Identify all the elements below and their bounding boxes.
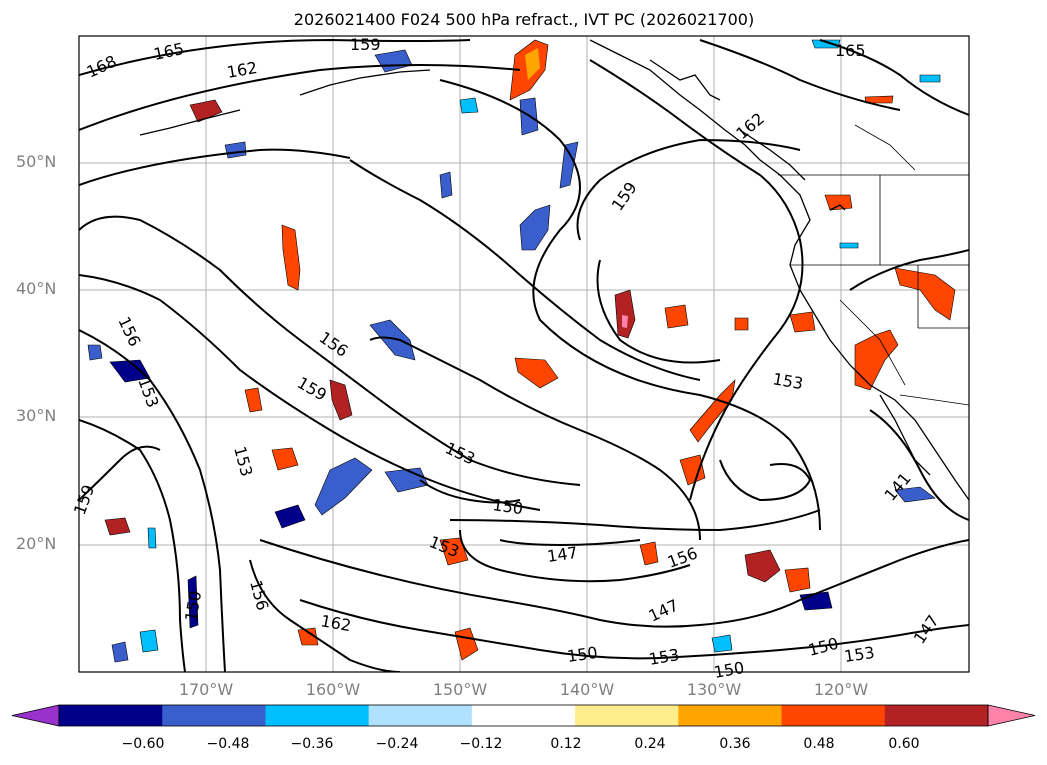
contour-label: 165 <box>835 41 866 60</box>
colorbar-segment <box>265 705 370 726</box>
colorbar-tick-label: −0.12 <box>459 736 503 752</box>
lat-label: 30°N <box>16 406 57 425</box>
contour-label: 156 <box>114 314 144 350</box>
map-title: 2026021400 F024 500 hPa refract., IVT PC… <box>293 10 755 29</box>
lon-label: 160°W <box>305 680 361 699</box>
contour-label: 156 <box>665 543 700 571</box>
contour-label: 147 <box>546 543 579 566</box>
lon-label: 130°W <box>686 680 742 699</box>
colorbar-tick-label: 0.24 <box>634 736 666 752</box>
contour-label: 159 <box>350 35 381 54</box>
contour-label: 162 <box>732 109 768 143</box>
lat-label: 50°N <box>16 152 57 171</box>
lon-label: 140°W <box>559 680 615 699</box>
refractivity-contours <box>79 38 969 672</box>
contour-label: 150 <box>712 658 745 682</box>
colorbar-segment <box>471 705 576 726</box>
contour-label: 159 <box>294 373 330 405</box>
colorbar-segment <box>59 705 163 726</box>
contour-label: 153 <box>771 369 804 393</box>
contour-label: 159 <box>608 178 641 214</box>
contour-label: 165 <box>152 39 186 64</box>
colorbar-tick-label: −0.48 <box>206 736 250 752</box>
lon-label: 170°W <box>178 680 234 699</box>
colorbar-segment <box>678 705 783 726</box>
contour-label: 162 <box>319 611 352 635</box>
lat-label: 20°N <box>16 534 57 553</box>
colorbar-tick-label: 0.48 <box>803 736 835 752</box>
contour-label: 147 <box>910 611 943 647</box>
coastlines <box>139 39 969 501</box>
colorbar-border <box>58 704 989 727</box>
colorbar-segment <box>884 705 989 726</box>
contour-label: 162 <box>225 58 258 82</box>
colorbar-tick-label: −0.36 <box>290 736 334 752</box>
contour-label: 153 <box>134 375 162 410</box>
contour-label: 147 <box>646 595 682 625</box>
contour-label: 150 <box>566 643 599 666</box>
contour-label: 153 <box>647 645 680 669</box>
colorbar-tick-label: −0.60 <box>121 736 165 752</box>
lat-label: 40°N <box>16 279 57 298</box>
lon-label: 120°W <box>813 680 869 699</box>
lon-label: 150°W <box>432 680 488 699</box>
contour-labels: 168 165 162 159 165 162 159 156 156 153 … <box>70 35 943 682</box>
colorbar-segment <box>781 705 886 726</box>
contour-label: 153 <box>230 444 256 478</box>
ivt-patches <box>87 39 956 663</box>
contour-label: 153 <box>843 643 876 666</box>
state-borders <box>778 124 969 406</box>
contour-label: 150 <box>806 634 840 660</box>
contour-label: 168 <box>84 51 120 81</box>
contour-label: 150 <box>181 589 205 622</box>
colorbar <box>11 704 1036 727</box>
colorbar-tick-label: −0.24 <box>375 736 419 752</box>
colorbar-tick-label: 0.12 <box>550 736 582 752</box>
colorbar-segment <box>162 705 266 726</box>
colorbar-tick-label: 0.60 <box>888 736 920 752</box>
colorbar-extend-high <box>987 704 1036 727</box>
colorbar-segment <box>575 705 679 726</box>
colorbar-tick-label: 0.36 <box>719 736 751 752</box>
colorbar-segment <box>368 705 473 726</box>
contour-label: 156 <box>246 578 272 612</box>
contour-label: 159 <box>70 482 98 517</box>
map-frame <box>78 35 970 673</box>
colorbar-extend-low <box>11 704 60 727</box>
contour-label: 150 <box>491 495 524 518</box>
